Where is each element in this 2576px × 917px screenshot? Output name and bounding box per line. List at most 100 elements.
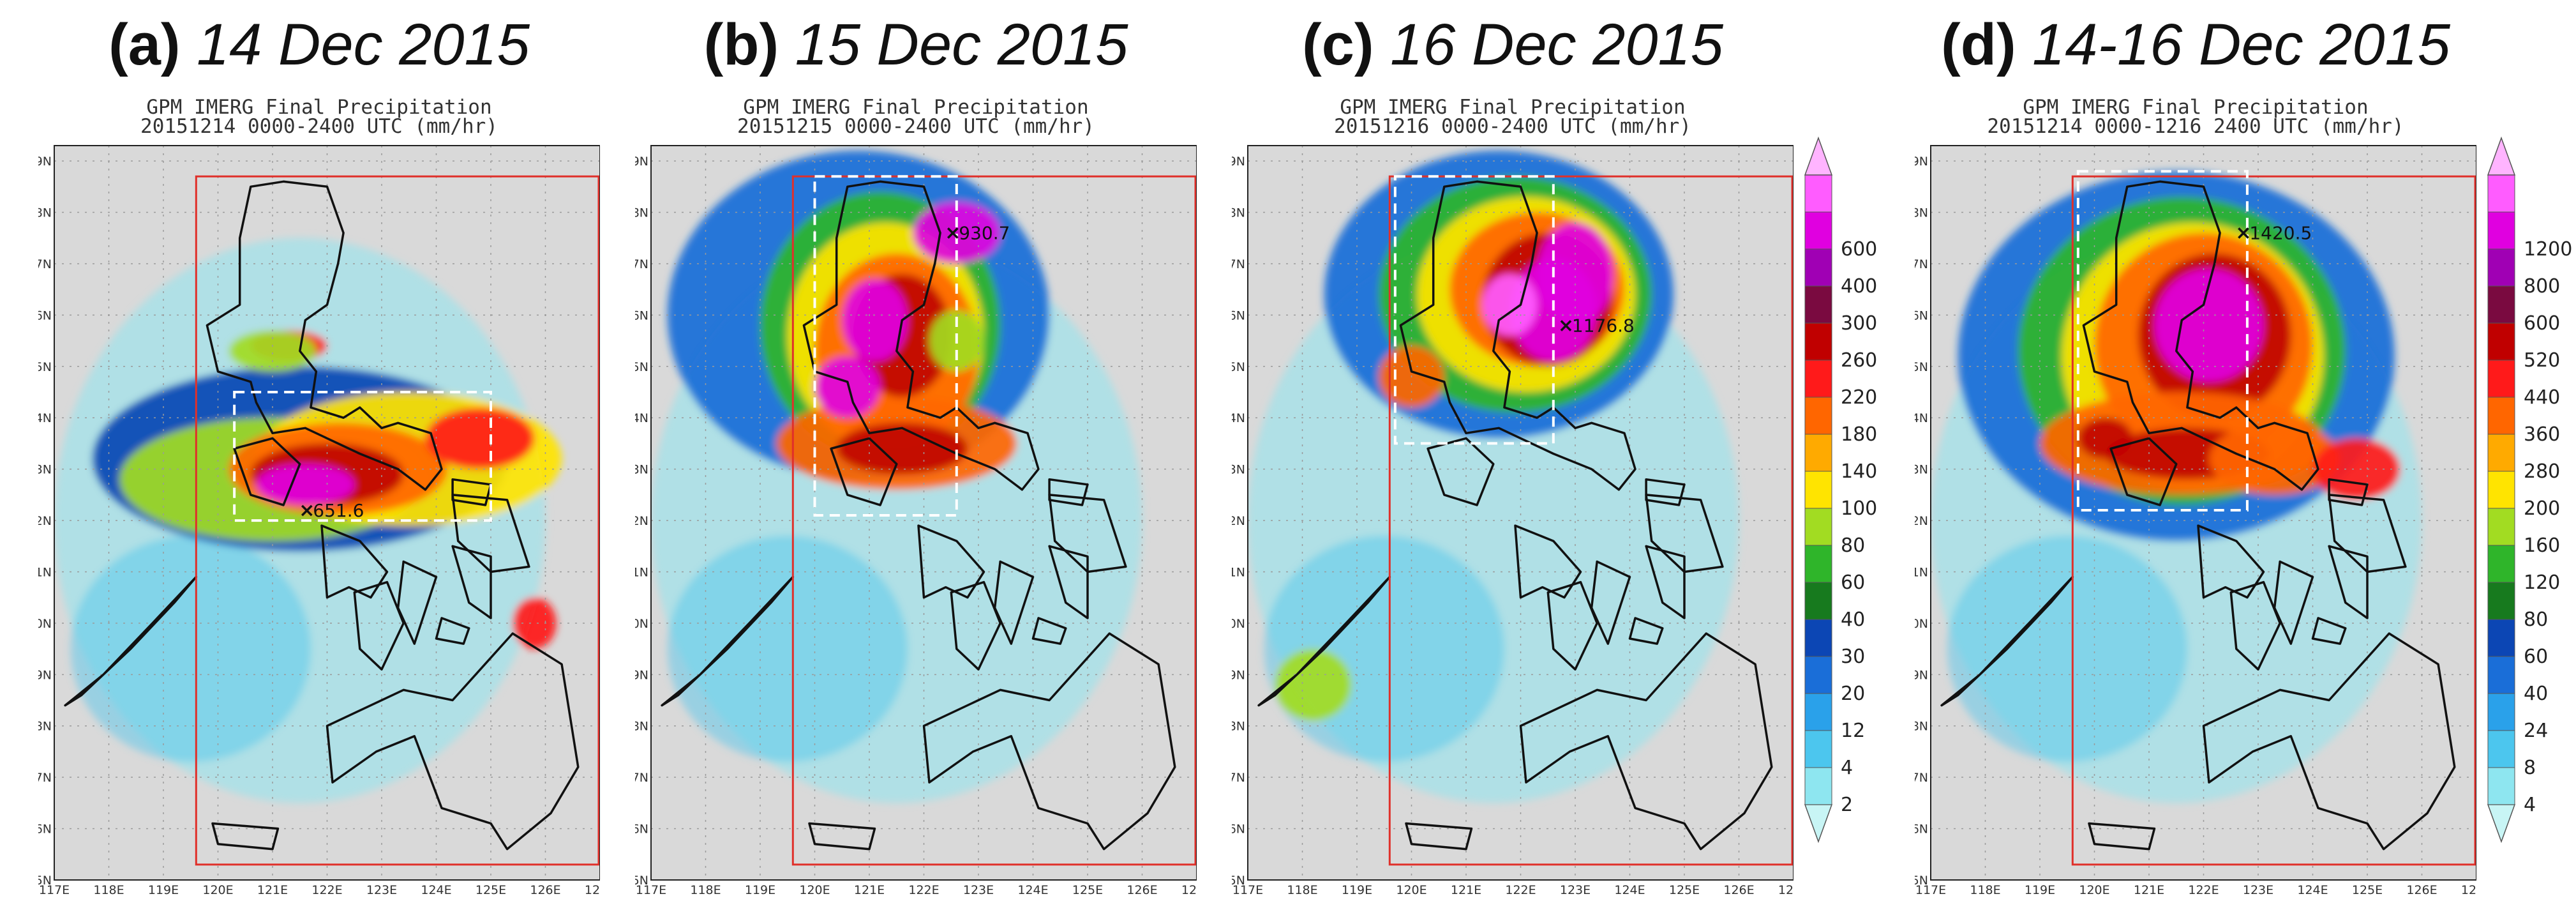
lon-tick-label: 124E (1614, 883, 1645, 897)
lon-tick-label: 123E (366, 883, 397, 897)
coastline (1257, 180, 1773, 851)
lat-tick-label: 11N (635, 565, 648, 579)
lat-tick-label: 13N (1915, 463, 1928, 477)
lat-tick-label: 15N (1232, 360, 1245, 374)
colorbar-label: 4 (2524, 794, 2536, 816)
focus-box (1393, 175, 1555, 445)
lon-tick-label: 118E (93, 883, 124, 897)
lat-tick-label: 13N (1232, 463, 1245, 477)
lon-tick-label: 119E (148, 883, 179, 897)
precipitation-map: ×1176.8 19N 18N 17N 16N 15N 14N 13N 12N 11N 10N 9N 8… (1232, 145, 1793, 897)
lat-tick-label: 8N (38, 720, 52, 734)
lat-tick-label: 7N (1915, 771, 1928, 785)
lat-tick-label: 14N (38, 411, 52, 425)
lat-tick-label: 10N (1232, 617, 1245, 631)
lat-tick-label: 7N (635, 771, 648, 785)
colorbar-label: 220 (1841, 386, 1877, 409)
colorbar-segment (2487, 471, 2515, 509)
lon-tick-label: 126E (530, 883, 560, 897)
panel-a: (a) 14 Dec 2015 GPM IMERG Final Precipit… (38, 0, 600, 917)
colorbar-label: 140 (1841, 460, 1877, 483)
colorbar-label: 60 (1841, 572, 1865, 594)
rainfall-field (54, 238, 562, 803)
colorbar-segment (2487, 360, 2515, 398)
panel-title: (d) 14-16 Dec 2015 (1915, 11, 2476, 79)
panel-subtitle: GPM IMERG Final Precipitation (1340, 96, 1686, 119)
colorbar-label: 1200 (2524, 238, 2572, 261)
lat-tick-label: 18N (635, 206, 648, 220)
lon-tick-label: 118E (1970, 883, 2000, 897)
lon-tick-label: 124E (1017, 883, 1048, 897)
lon-tick-label: 119E (745, 883, 775, 897)
colorbar-label: 300 (1841, 312, 1877, 335)
colorbar-segment (1804, 248, 1832, 287)
panel-label: (c) (1302, 12, 1374, 77)
panel-subtitle-time: 20151214 0000-2400 UTC (mm/hr) (140, 115, 498, 138)
lat-tick-label: 13N (635, 463, 648, 477)
lat-tick-label: 19N (635, 155, 648, 169)
lat-tick-label: 9N (635, 668, 648, 682)
lon-tick-label: 126E (1127, 883, 1157, 897)
lat-tick-label: 13N (38, 463, 52, 477)
precipitation-map: ×651.6 19N 18N 17N 16N 15N 14N 13N 12N 11N 10N 9N 8N… (38, 145, 600, 897)
lon-tick-label: 118E (690, 883, 721, 897)
focus-box (233, 391, 492, 522)
lon-tick-label: 127E (585, 883, 600, 897)
colorbar-label: 40 (2524, 683, 2548, 705)
coastline (1940, 180, 2456, 851)
panel-subtitle: GPM IMERG Final Precipitation (2023, 96, 2369, 119)
colorbar-segment (1804, 730, 1832, 768)
panel-d: (d) 14-16 Dec 2015 GPM IMERG Final Preci… (1915, 0, 2476, 917)
panel-subtitle-time: 20151215 0000-2400 UTC (mm/hr) (737, 115, 1095, 138)
lat-tick-label: 7N (1232, 771, 1245, 785)
panel-title: (b) 15 Dec 2015 (635, 11, 1197, 79)
lat-tick-label: 7N (38, 771, 52, 785)
max-marker-icon: × (2235, 222, 2251, 245)
colorbar-segment (2487, 582, 2515, 620)
coastline (661, 180, 1176, 851)
colorbar-segment (2487, 656, 2515, 694)
lon-tick-label: 117E (636, 883, 666, 897)
lat-tick-label: 5N (1915, 874, 1928, 888)
domain-box (2071, 175, 2476, 866)
lat-tick-label: 12N (1232, 514, 1245, 528)
map-frame (54, 145, 600, 881)
colorbar-segment (1804, 619, 1832, 657)
colorbar-segment (2487, 619, 2515, 657)
colorbar-daily: 2 4 12 20 30 40 60 80 100 140 180 220 260 300 400 600 (1804, 136, 1877, 844)
panel-label: (b) (703, 12, 779, 77)
colorbar-segment (2487, 397, 2515, 435)
colorbar-label: 20 (1841, 683, 1865, 705)
colorbar-segment (2487, 693, 2515, 731)
colorbar-segment (1804, 211, 1832, 250)
colorbar-segment (1804, 582, 1832, 620)
focus-box (813, 175, 958, 517)
panel-subtitle: GPM IMERG Final Precipitation (743, 96, 1089, 119)
lon-tick-label: 122E (1505, 883, 1536, 897)
colorbar-label: 80 (2524, 609, 2548, 631)
colorbar-segment (1804, 322, 1832, 361)
colorbar-segment (1804, 471, 1832, 509)
panel-label: (d) (1941, 12, 2016, 77)
rainfall-field (1931, 171, 2422, 803)
colorbar-label: 100 (1841, 497, 1877, 520)
lon-tick-label: 124E (2297, 883, 2328, 897)
colorbar-segment (1804, 174, 1832, 213)
lat-tick-label: 5N (38, 874, 52, 888)
colorbar-label: 8 (2524, 757, 2536, 779)
lon-tick-label: 124E (421, 883, 451, 897)
lat-tick-label: 6N (1232, 822, 1245, 837)
lat-tick-label: 11N (1915, 565, 1928, 579)
precipitation-map: ×1420.5 19N 18N 17N 16N 15N 14N 13N 12N 11N 10N 9N 8… (1915, 145, 2476, 897)
colorbar-segment (2487, 434, 2515, 472)
colorbar-segment (1804, 360, 1832, 398)
lat-tick-label: 5N (1232, 874, 1245, 888)
colorbar-label: 440 (2524, 386, 2560, 409)
max-marker-icon: × (945, 222, 961, 245)
colorbar-segment (2487, 211, 2515, 250)
lat-tick-label: 10N (38, 617, 52, 631)
lat-tick-label: 11N (38, 565, 52, 579)
colorbar-label: 30 (1841, 646, 1865, 668)
colorbar-segment (1804, 693, 1832, 731)
panel-date: 14-16 Dec 2015 (2032, 12, 2450, 77)
